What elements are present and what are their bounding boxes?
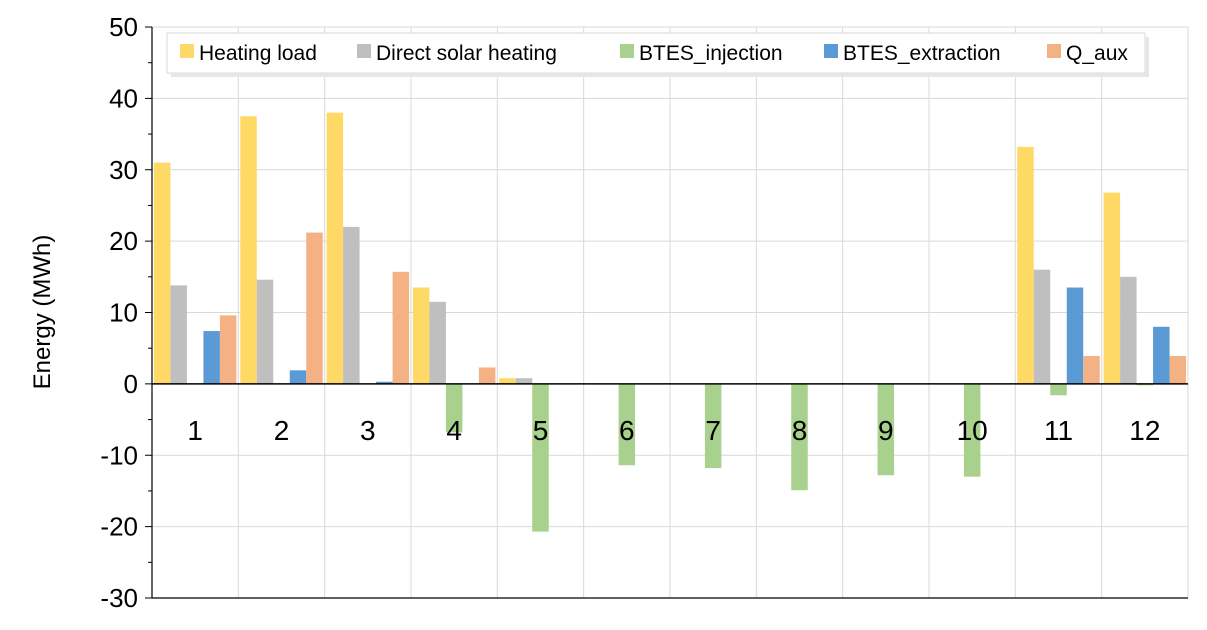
bar-btes-injection-5 [532,383,549,532]
y-axis-title: Energy (MWh) [29,235,56,390]
bar-btes-injection-4 [445,383,463,433]
bar-direct-solar-heating-4 [429,301,446,384]
legend-label: Q_aux [1066,42,1128,65]
category-label: 2 [274,415,290,446]
bar-btes-injection-6 [618,383,636,466]
y-tick-label: -30 [100,583,138,613]
legend-swatch [357,44,371,58]
bar-btes-injection-10 [963,383,981,477]
bar-heating-load-4 [412,287,430,384]
bar-q-aux-1 [219,315,237,384]
y-tick-label: 10 [109,298,138,328]
bar-heating-load-1 [153,162,171,384]
bar-btes-extraction-11 [1066,287,1084,384]
category-label: 4 [446,415,462,446]
legend-label: BTES_extraction [843,42,1001,65]
legend-shadow [171,73,1149,77]
legend-swatch [180,44,194,58]
category-label: 1 [187,415,203,446]
legend: Heating load Direct solar heating BTES_inj… [166,32,1149,77]
bar-heating-load-5 [499,378,516,384]
legend-swatch [1047,44,1061,58]
category-label: 9 [878,415,894,446]
category-label: 11 [1044,415,1073,446]
bar-btes-injection-12 [1136,383,1154,386]
legend-label: Direct solar heating [376,42,557,65]
bar-btes-injection-7 [704,383,722,469]
bar-direct-solar-heating-2 [256,279,274,384]
legend-swatch [620,44,634,58]
y-tick-label: 0 [124,369,138,399]
bar-heating-load-12 [1103,192,1121,384]
bar-direct-solar-heating-3 [343,226,360,384]
category-label: 3 [360,415,376,446]
y-tick-label: -20 [100,512,138,542]
bar-q-aux-11 [1083,356,1100,384]
bar-q-aux-12 [1169,356,1187,384]
gridlines [152,26,1189,599]
bar-q-aux-2 [306,232,323,384]
y-tick-label: -10 [100,440,138,470]
y-tick-labels: -30 -20 -10 0 10 20 30 40 50 [100,12,138,613]
bar-heating-load-2 [240,116,257,384]
bar-btes-injection-8 [791,383,808,491]
bar-btes-extraction-1 [203,331,220,384]
legend-label: Heating load [199,42,317,65]
bar-btes-injection-11 [1050,383,1067,396]
bar-btes-injection-9 [877,383,895,476]
category-label: 10 [957,415,988,446]
bar-btes-extraction-3 [376,381,393,384]
category-label: 6 [619,415,635,446]
bars [153,112,1187,532]
bar-q-aux-3 [392,271,410,384]
bar-heating-load-3 [326,112,344,384]
legend-label: BTES_injection [639,42,783,65]
legend-swatch [824,44,838,58]
category-label: 12 [1129,415,1160,446]
axes [145,26,1188,599]
bar-q-aux-4 [478,367,496,384]
legend-shadow [1145,37,1149,77]
category-label: 5 [533,415,549,446]
category-labels: 1 2 3 4 5 6 7 8 9 10 11 12 [187,415,1160,446]
y-tick-label: 40 [109,83,138,113]
bar-btes-extraction-2 [289,370,307,384]
y-tick-label: 30 [109,155,138,185]
y-tick-label: 50 [109,12,138,42]
category-label: 8 [792,415,808,446]
bar-btes-extraction-12 [1153,326,1170,384]
bar-direct-solar-heating-11 [1033,269,1051,384]
category-label: 7 [705,415,721,446]
bar-direct-solar-heating-12 [1120,276,1137,384]
bar-heating-load-11 [1017,146,1034,384]
bar-direct-solar-heating-1 [170,285,187,384]
y-tick-label: 20 [109,226,138,256]
bar-direct-solar-heating-5 [515,378,533,384]
